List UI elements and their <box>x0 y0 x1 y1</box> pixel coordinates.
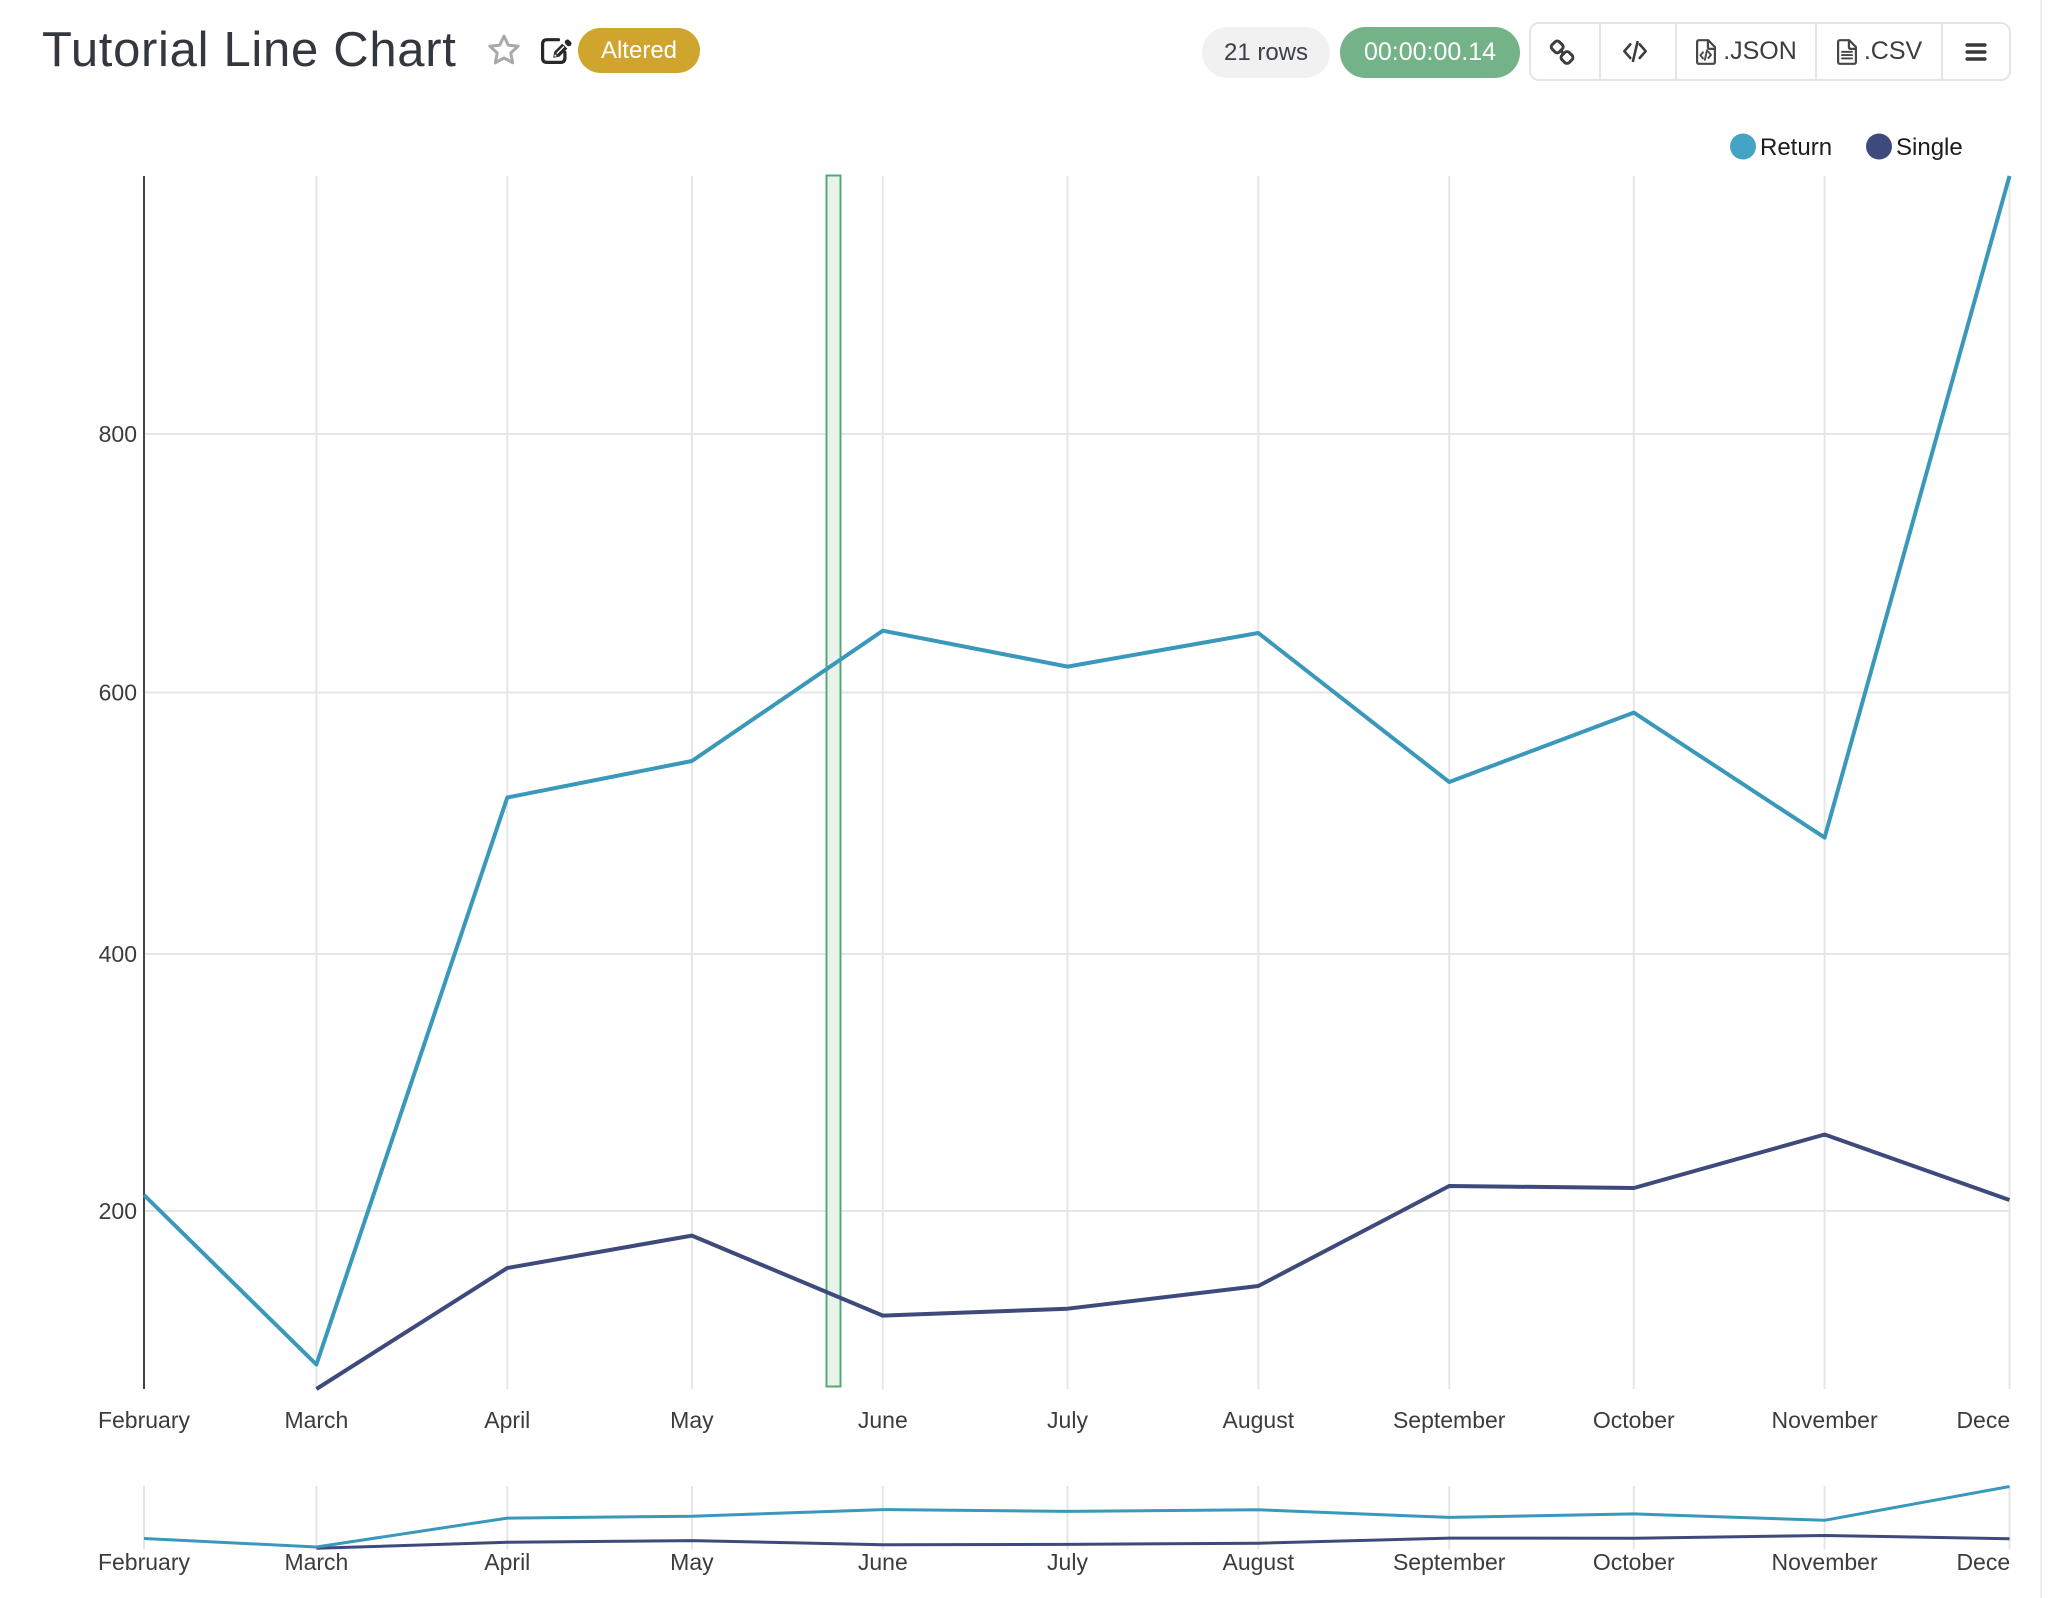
svg-text:June: June <box>858 1549 908 1575</box>
svg-text:December: December <box>1956 1549 2050 1575</box>
svg-text:April: April <box>484 1549 530 1575</box>
svg-text:Return: Return <box>1760 134 1832 161</box>
svg-text:200: 200 <box>99 1198 137 1224</box>
svg-text:February: February <box>98 1549 191 1575</box>
svg-text:October: October <box>1593 1407 1675 1433</box>
svg-text:September: September <box>1393 1407 1506 1433</box>
svg-text:July: July <box>1047 1407 1088 1433</box>
svg-text:November: November <box>1772 1407 1878 1433</box>
svg-text:May: May <box>670 1407 714 1433</box>
svg-text:December: December <box>1956 1407 2050 1433</box>
svg-text:June: June <box>858 1407 908 1433</box>
svg-text:July: July <box>1047 1549 1088 1575</box>
svg-text:400: 400 <box>99 941 137 967</box>
svg-text:September: September <box>1393 1549 1506 1575</box>
svg-text:August: August <box>1222 1549 1294 1575</box>
svg-text:November: November <box>1772 1549 1878 1575</box>
svg-text:800: 800 <box>99 421 137 447</box>
svg-text:March: March <box>284 1407 348 1433</box>
svg-text:February: February <box>98 1407 191 1433</box>
svg-text:May: May <box>670 1549 714 1575</box>
svg-text:October: October <box>1593 1549 1675 1575</box>
svg-text:March: March <box>284 1549 348 1575</box>
svg-text:600: 600 <box>99 680 137 706</box>
svg-text:August: August <box>1222 1407 1294 1433</box>
svg-text:Single: Single <box>1896 134 1963 161</box>
svg-text:April: April <box>484 1407 530 1433</box>
